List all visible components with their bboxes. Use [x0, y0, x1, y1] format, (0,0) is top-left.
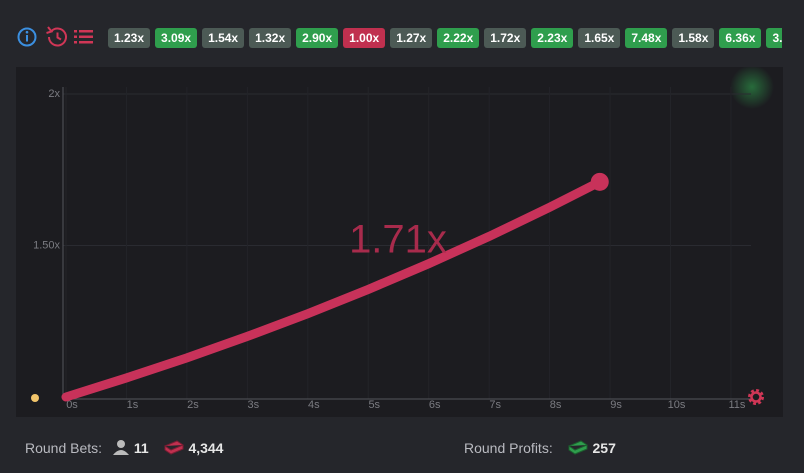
profits-total: 257: [592, 440, 616, 456]
x-tick-label: 6s: [429, 399, 441, 411]
history-pill[interactable]: 1.65x: [578, 28, 621, 48]
players: 11: [133, 440, 149, 456]
curve-head: [590, 172, 609, 191]
chart: 1.50x 2x 0s 1s 2s 3s 4s 5s 6s 7s 8s 9s 10s 11s 1.71x: [16, 67, 783, 417]
players-icon: [112, 440, 129, 455]
profits-icon: [567, 440, 588, 455]
history-icon[interactable]: [46, 26, 67, 47]
history-pill[interactable]: 1.27x: [390, 28, 433, 48]
toolbar-icons: [17, 26, 93, 47]
history-pill[interactable]: 1.54x: [202, 28, 245, 48]
chart-panel: [16, 67, 783, 417]
history-pill[interactable]: 7.48x: [625, 28, 668, 48]
status-dot: [31, 394, 39, 402]
x-tick-label: 0s: [66, 399, 78, 411]
history-pill[interactable]: 6.36x: [719, 28, 762, 48]
list-icon[interactable]: [74, 30, 93, 44]
y-tick-label: 1.50x: [33, 239, 60, 251]
history-pill[interactable]: 3.: [766, 28, 782, 48]
history-pill[interactable]: 1.58x: [672, 28, 715, 48]
bets-total: 4,344: [188, 440, 224, 456]
x-tick-label: 11s: [728, 399, 745, 411]
x-tick-label: 8s: [550, 399, 562, 411]
glow: [730, 67, 774, 109]
info-icon[interactable]: [17, 27, 37, 47]
bets-label: Round Bets:: [25, 440, 103, 456]
round-bets: Round Bets: 11 4,344: [25, 439, 223, 456]
x-tick-label: 10s: [668, 399, 686, 411]
x-tick-label: 7s: [489, 399, 501, 411]
history-pill[interactable]: 1.00x: [343, 28, 386, 48]
history-pill[interactable]: 3.09x: [155, 28, 198, 48]
round-profits: Round Profits: 257: [464, 439, 616, 456]
history-pill[interactable]: 1.23x: [108, 28, 151, 48]
x-tick-label: 5s: [368, 399, 380, 411]
multiplier-curve: [61, 177, 605, 402]
x-tick-label: 2s: [187, 399, 199, 411]
x-tick-label: 1s: [127, 399, 139, 411]
history-bar: 1.23x 3.09x 1.54x 1.32x 2.90x 1.00x 1.27x 2.22x…: [108, 28, 782, 48]
history-pill[interactable]: 1.32x: [249, 28, 292, 48]
x-tick-label: 3s: [248, 399, 260, 411]
settings-icon[interactable]: [748, 389, 764, 405]
history-pill[interactable]: 2.23x: [531, 28, 574, 48]
x-tick-label: 4s: [308, 399, 320, 411]
history-pill[interactable]: 2.90x: [296, 28, 339, 48]
bets-icon: [163, 440, 184, 455]
history-pill[interactable]: 1.72x: [484, 28, 527, 48]
y-tick-label: 2x: [48, 88, 60, 100]
history-pill[interactable]: 2.22x: [437, 28, 480, 48]
current-multiplier: 1.71x: [349, 218, 447, 262]
x-tick-label: 9s: [610, 399, 622, 411]
profits-label: Round Profits:: [464, 440, 553, 456]
